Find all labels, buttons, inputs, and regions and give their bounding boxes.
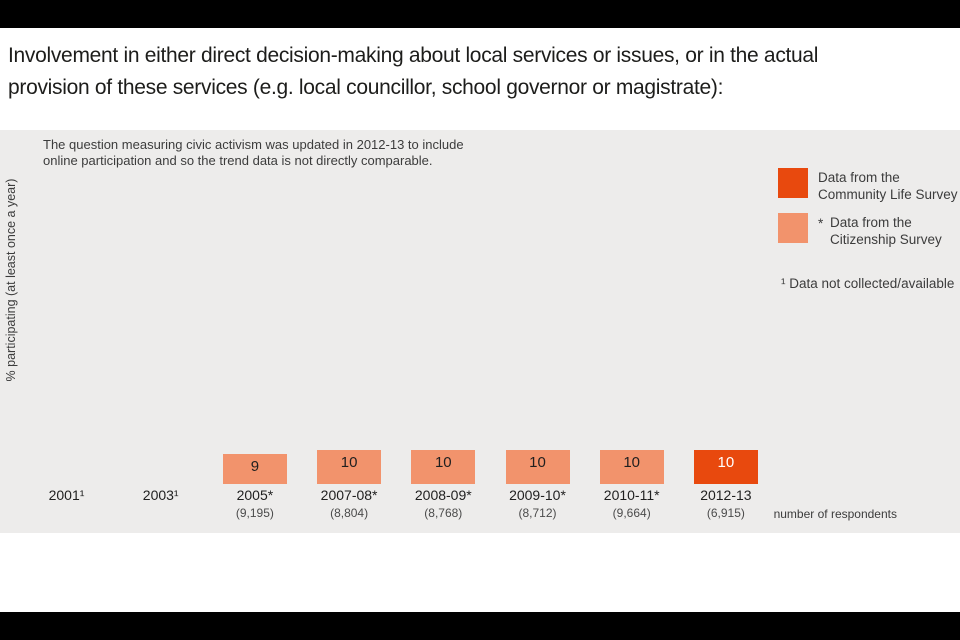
category-label: 2009-10* [509,487,566,503]
category-slot: 10 2007-08* (8,804) [302,130,396,533]
respondents-label: (8,712) [518,506,557,520]
legend-item-community-life: Data from the Community Life Survey [778,168,958,203]
data-not-collected-footnote: ¹ Data not collected/available [781,276,955,291]
category-label: 2008-09* [414,487,472,503]
category-label: 2012-13 [700,487,752,503]
top-letterbox-bar [0,0,960,28]
respondents-label: (8,804) [330,506,369,520]
bar: 10 [411,449,476,484]
category-label: 2010-11* [603,487,660,503]
category-slot: 10 2008-09* (8,768) [396,130,490,533]
respondents-label: (6,915) [706,506,745,520]
respondents-label: (8,768) [424,506,463,520]
bar-value: 10 [717,453,735,471]
bar-value: 10 [434,453,452,471]
legend-label-citizenship: Data from the Citizenship Survey [830,215,942,247]
category-slot: 10 2009-10* (8,712) [491,130,585,533]
category-slot: 10 2010-11* (9,664) [585,130,679,533]
page-title: Involvement in either direct decision-ma… [8,40,952,104]
page-title-line2: provision of these services (e.g. local … [8,76,724,99]
bar: 10 [317,449,382,484]
category-slot: 9 2005* (9,195) [208,130,302,533]
bar-value: 10 [340,453,358,471]
category-slot: 10 2012-13 (6,915) [679,130,773,533]
chart-note: The question measuring civic activism wa… [43,137,464,168]
citizenship-swatch [778,213,808,243]
category-label: 2003¹ [142,487,179,503]
bar-value: 9 [250,457,260,475]
chart-panel: The question measuring civic activism wa… [0,130,960,533]
legend-item-citizenship: * Data from the Citizenship Survey [778,213,958,248]
plot-area: 2001¹ 2003¹ 9 2005* (9,195) 10 2007-08* … [0,130,960,533]
respondents-caption: number of respondents [773,507,897,521]
page-title-line1: Involvement in either direct decision-ma… [8,44,819,67]
category-slot: 2001¹ [20,130,114,533]
asterisk-marker: * [818,216,824,231]
bar-value: 10 [623,453,641,471]
bar: 10 [505,449,570,484]
bar-value: 10 [529,453,546,471]
respondents-label: (9,195) [235,506,274,520]
category-label: 2005* [236,487,274,503]
legend: Data from the Community Life Survey * Da… [778,168,958,258]
legend-label-community-life: Data from the Community Life Survey [818,170,958,202]
category-slot: 2003¹ [114,130,208,533]
bar: 10 [693,449,758,484]
category-label: 2001¹ [48,487,85,503]
bar: 9 [222,453,287,484]
community-life-swatch [778,168,808,198]
respondents-label: (9,664) [612,506,651,520]
bottom-letterbox-bar [0,612,960,640]
bar: 10 [599,449,664,484]
category-label: 2007-08* [320,487,378,503]
